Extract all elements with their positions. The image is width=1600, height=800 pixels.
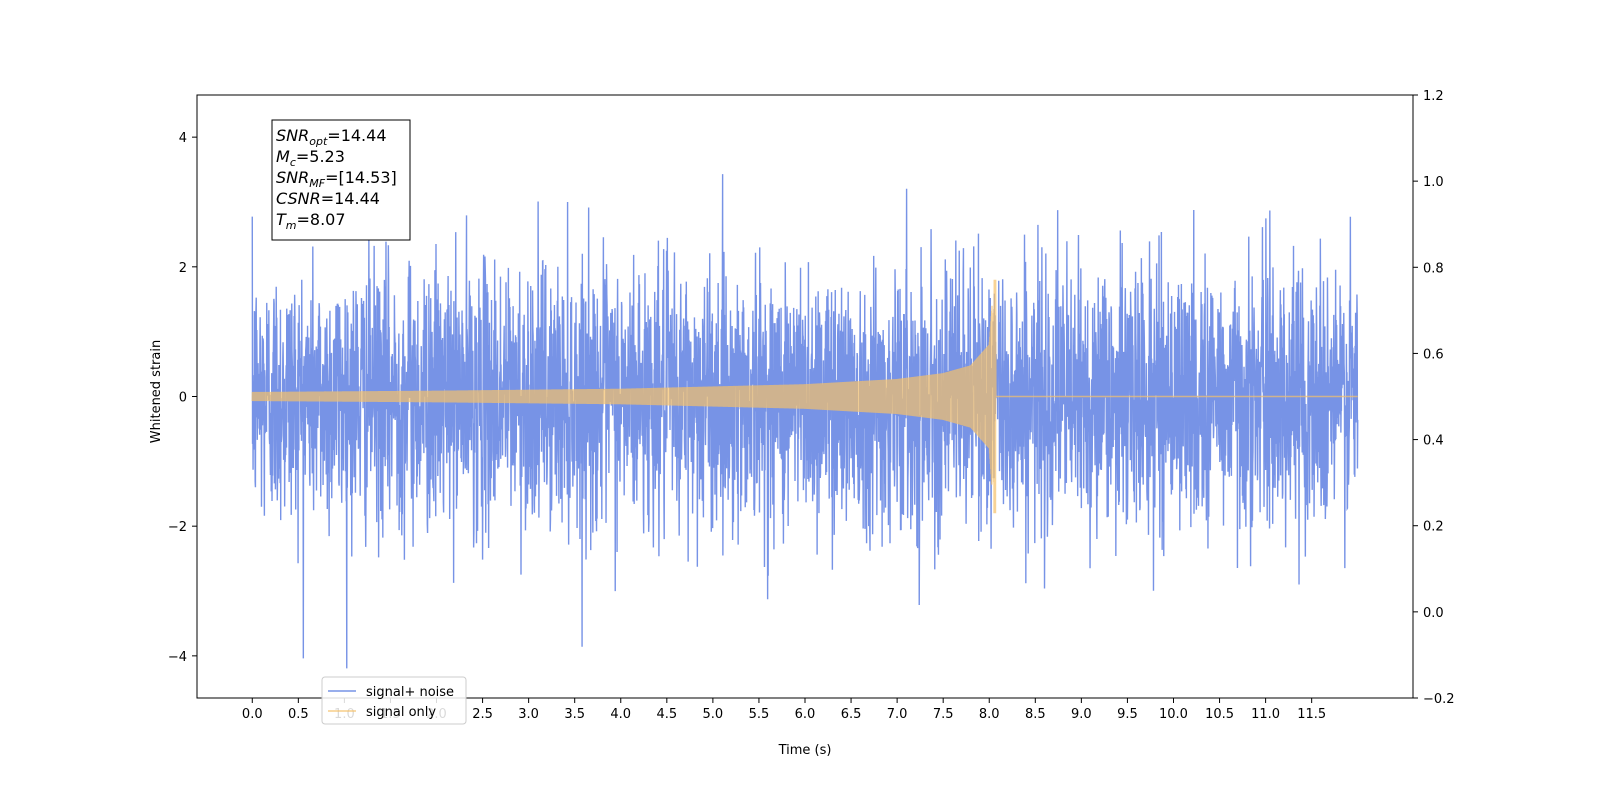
x-tick-label: 3.0 xyxy=(518,707,539,722)
x-tick-label: 3.5 xyxy=(564,707,585,722)
x-tick-label: 9.5 xyxy=(1117,707,1138,722)
y-axis-right: −0.2 0.0 0.2 0.4 0.6 0.8 1.0 1.2 xyxy=(1413,89,1455,707)
x-tick-label: 4.5 xyxy=(656,707,677,722)
annotation-line: SNRopt=14.44 xyxy=(276,126,387,148)
x-tick-label: 6.0 xyxy=(795,707,816,722)
y2-tick-label: 0.4 xyxy=(1423,434,1444,449)
x-tick-label: 6.5 xyxy=(841,707,862,722)
legend: signal+ noise signal only xyxy=(321,676,467,725)
y-axis-left: −4 −2 0 2 4 xyxy=(168,131,197,665)
legend-label: signal only xyxy=(366,705,436,720)
x-tick-label: 0.0 xyxy=(242,707,263,722)
y-tick-label: 2 xyxy=(179,261,187,276)
y-tick-label: 0 xyxy=(179,391,187,406)
x-tick-label: 5.5 xyxy=(749,707,770,722)
signal-plus-noise-line xyxy=(251,174,1359,669)
series-signal-plus-noise xyxy=(251,174,1359,669)
y2-tick-label: 1.2 xyxy=(1423,89,1444,104)
y2-tick-label: −0.2 xyxy=(1423,692,1455,707)
annotation-line: Tm=8.07 xyxy=(276,210,346,232)
x-tick-label: 0.5 xyxy=(288,707,309,722)
x-tick-label: 10.5 xyxy=(1205,707,1234,722)
signal-only-line xyxy=(251,279,1358,514)
x-tick-label: 4.0 xyxy=(610,707,631,722)
x-tick-label: 9.0 xyxy=(1071,707,1092,722)
annotation-line: SNRMF=[14.53] xyxy=(276,168,397,190)
y2-tick-label: 0.2 xyxy=(1423,520,1444,535)
x-tick-label: 5.0 xyxy=(703,707,724,722)
annotation-line: CSNR=14.44 xyxy=(276,189,380,208)
y2-tick-label: 0.8 xyxy=(1423,261,1444,276)
y-tick-label: −4 xyxy=(168,650,187,665)
series-signal-only xyxy=(251,279,1358,514)
y-axis-label: Whitened strain xyxy=(149,340,164,443)
x-tick-label: 11.5 xyxy=(1297,707,1326,722)
x-tick-label: 10.0 xyxy=(1159,707,1188,722)
x-tick-label: 2.5 xyxy=(472,707,493,722)
legend-label: signal+ noise xyxy=(366,685,454,700)
x-tick-label: 7.5 xyxy=(933,707,954,722)
y2-tick-label: 0.0 xyxy=(1423,606,1444,621)
x-tick-label: 8.0 xyxy=(979,707,1000,722)
x-tick-label: 7.0 xyxy=(887,707,908,722)
y2-tick-label: 0.6 xyxy=(1423,347,1444,362)
y2-tick-label: 1.0 xyxy=(1423,175,1444,190)
annotation-line: Mc=5.23 xyxy=(276,147,345,169)
stats-annotation-box: SNRopt=14.44Mc=5.23SNRMF=[14.53]CSNR=14.… xyxy=(271,119,411,241)
y-tick-label: −2 xyxy=(168,520,187,535)
x-tick-label: 11.0 xyxy=(1251,707,1280,722)
y-tick-label: 4 xyxy=(179,131,187,146)
x-axis-label: Time (s) xyxy=(778,743,832,758)
x-tick-label: 8.5 xyxy=(1025,707,1046,722)
